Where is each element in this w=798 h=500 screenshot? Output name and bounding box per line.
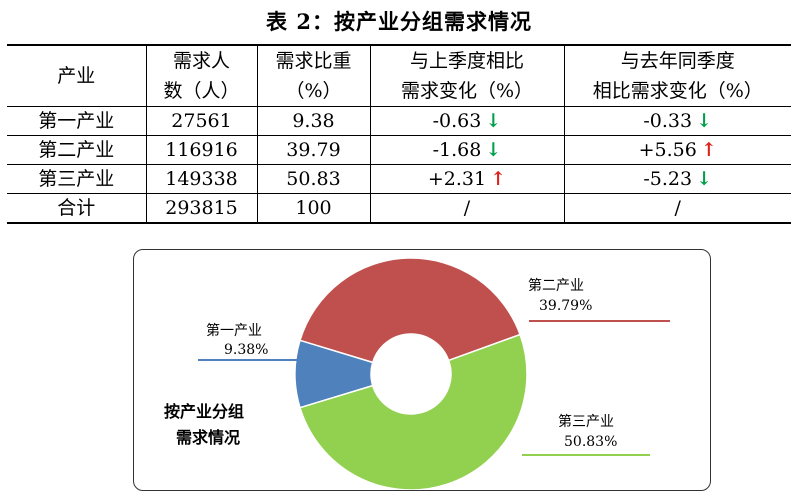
donut-slices	[294, 257, 528, 491]
chart-title-line2: 需求情况	[176, 428, 240, 447]
cell-qoq: +2.31 ↑	[369, 164, 565, 194]
cell-industry: 第一产业	[7, 106, 147, 136]
header-share: 需求比重 （%）	[256, 44, 371, 107]
cell-yoy: /	[563, 193, 791, 224]
cell-share: 39.79	[256, 135, 371, 165]
cell-share: 100	[256, 193, 371, 224]
cell-industry: 第二产业	[7, 135, 147, 165]
cell-share: 9.38	[256, 106, 371, 136]
table-row-total: 合计 293815 100 / /	[7, 193, 791, 224]
slice-label-primary: 第一产业	[206, 322, 262, 339]
cell-demand: 27561	[145, 106, 258, 136]
cell-yoy: -0.33 ↓	[563, 106, 791, 136]
table-row: 第三产业 149338 50.83 +2.31 ↑ -5.23 ↓	[7, 164, 791, 194]
cell-demand: 293815	[145, 193, 258, 224]
slice-label-secondary: 第二产业	[528, 277, 584, 294]
cell-industry: 合计	[7, 193, 147, 224]
slice-tertiary	[299, 333, 528, 491]
cell-demand: 116916	[145, 135, 258, 165]
table-header-row: 产业 需求人 数（人） 需求比重 （%） 与上季度相比 需求变化（%） 与去年同季度相…	[7, 44, 791, 107]
slice-value-tertiary: 50.83%	[564, 434, 617, 450]
arrow-down-icon: ↓	[485, 139, 502, 161]
table-row: 第一产业 27561 9.38 -0.63 ↓ -0.33 ↓	[7, 106, 791, 136]
cell-industry: 第三产业	[7, 164, 147, 194]
chart-title-line1: 按产业分组	[164, 402, 244, 421]
cell-demand: 149338	[145, 164, 258, 194]
header-yoy: 与去年同季度 相比需求变化（%）	[563, 44, 791, 107]
cell-yoy: -5.23 ↓	[563, 164, 791, 194]
donut-chart-panel: 第一产业 9.38% 第二产业 39.79% 第三产业 50.83% 按产业分组…	[133, 249, 711, 491]
cell-qoq: -1.68 ↓	[369, 135, 565, 165]
cell-qoq: -0.63 ↓	[369, 106, 565, 136]
industry-demand-table: 产业 需求人 数（人） 需求比重 （%） 与上季度相比 需求变化（%） 与去年同季度相…	[7, 44, 791, 224]
donut-chart: 第一产业 9.38% 第二产业 39.79% 第三产业 50.83% 按产业分组…	[164, 257, 670, 491]
arrow-up-icon: ↑	[700, 139, 717, 161]
page-title: 表 2：按产业分组需求情况	[266, 9, 532, 34]
slice-label-tertiary: 第三产业	[558, 413, 614, 430]
cell-yoy: +5.56 ↑	[563, 135, 791, 165]
arrow-down-icon: ↓	[485, 110, 502, 132]
slice-value-primary: 9.38%	[224, 342, 268, 358]
slice-value-secondary: 39.79%	[539, 298, 592, 314]
table-row: 第二产业 116916 39.79 -1.68 ↓ +5.56 ↑	[7, 135, 791, 165]
cell-share: 50.83	[256, 164, 371, 194]
header-industry: 产业	[7, 44, 147, 107]
header-qoq: 与上季度相比 需求变化（%）	[369, 44, 565, 107]
arrow-down-icon: ↓	[696, 110, 713, 132]
arrow-up-icon: ↑	[490, 168, 507, 190]
header-demand: 需求人 数（人）	[145, 44, 258, 107]
cell-qoq: /	[369, 193, 565, 224]
arrow-down-icon: ↓	[696, 168, 713, 190]
slice-secondary	[299, 257, 522, 364]
